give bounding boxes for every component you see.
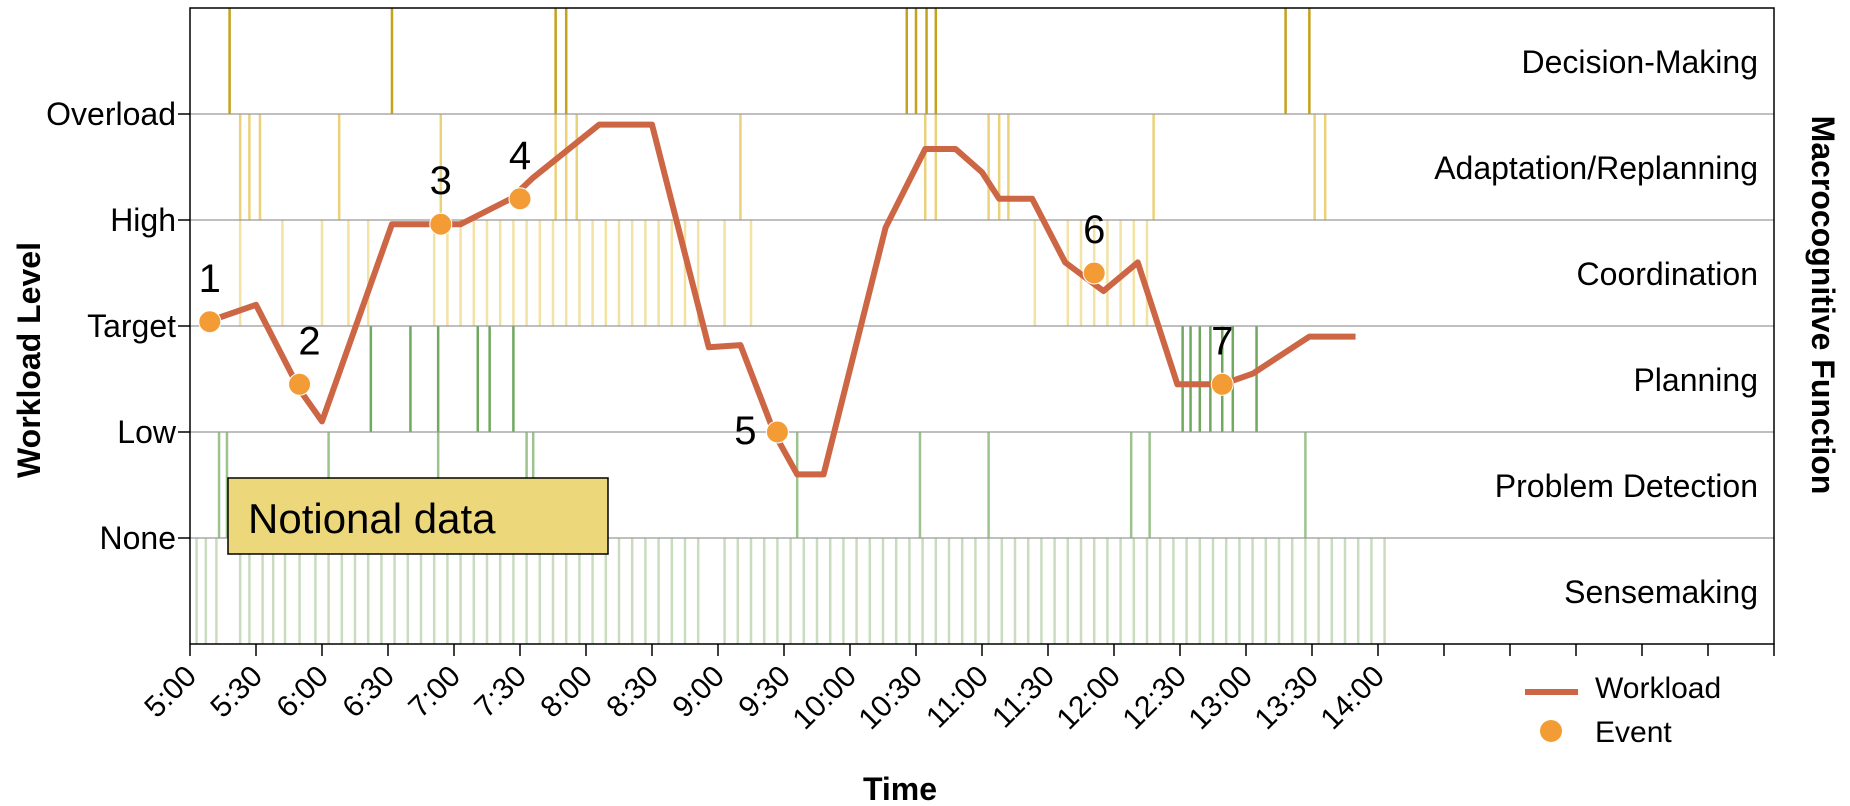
legend-workload-label: Workload bbox=[1595, 672, 1721, 705]
event-point bbox=[508, 187, 532, 211]
event-label: 4 bbox=[509, 134, 531, 178]
event-point bbox=[288, 372, 312, 396]
x-tick-label: 8:00 bbox=[534, 660, 599, 725]
event-label: 3 bbox=[430, 159, 452, 203]
event-point bbox=[198, 310, 222, 334]
y-tick-label: High bbox=[110, 202, 176, 238]
event-label: 2 bbox=[298, 319, 320, 363]
x-tick-label: 13:00 bbox=[1183, 660, 1259, 736]
y-axis: None Low Target High Overload bbox=[46, 96, 190, 556]
x-tick-label: 7:00 bbox=[402, 660, 467, 725]
event-point bbox=[1210, 372, 1234, 396]
legend: Workload Event bbox=[1525, 672, 1721, 749]
y-tick-label: Overload bbox=[46, 96, 176, 132]
legend-event-label: Event bbox=[1595, 716, 1672, 749]
function-label: Adaptation/Replanning bbox=[1434, 150, 1758, 186]
x-tick-label: 13:30 bbox=[1249, 660, 1325, 736]
annotation-text: Notional data bbox=[248, 495, 496, 542]
event-point bbox=[765, 420, 789, 444]
workload-series-line bbox=[206, 121, 1356, 478]
x-tick-label: 14:00 bbox=[1315, 660, 1391, 736]
notional-data-box: Notional data bbox=[227, 477, 609, 555]
function-label: Sensemaking bbox=[1564, 574, 1758, 610]
x-tick-label: 12:00 bbox=[1051, 660, 1127, 736]
y-tick-label: Target bbox=[87, 308, 176, 344]
annotation-box bbox=[227, 477, 609, 555]
x-tick-label: 9:00 bbox=[666, 660, 731, 725]
event-point bbox=[429, 212, 453, 236]
event-label: 1 bbox=[199, 257, 221, 301]
x-tick-label: 6:30 bbox=[336, 660, 401, 725]
y-axis-title: Workload Level bbox=[11, 242, 47, 478]
x-tick-label: 11:00 bbox=[920, 660, 995, 735]
function-label: Decision-Making bbox=[1521, 44, 1758, 80]
event-point bbox=[1082, 261, 1106, 285]
x-tick-label: 5:00 bbox=[138, 660, 203, 725]
x-tick-label: 12:30 bbox=[1117, 660, 1193, 736]
x-tick-label: 6:00 bbox=[270, 660, 335, 725]
function-label: Coordination bbox=[1577, 256, 1758, 292]
x-tick-label: 10:00 bbox=[787, 660, 863, 736]
x-tick-label: 5:30 bbox=[204, 660, 269, 725]
x-tick-label: 11:30 bbox=[986, 660, 1061, 735]
y-tick-label: Low bbox=[117, 414, 177, 450]
function-label: Planning bbox=[1633, 362, 1758, 398]
plot-frame bbox=[189, 7, 1775, 645]
event-label: 5 bbox=[734, 409, 756, 453]
event-label: 6 bbox=[1083, 208, 1105, 252]
legend-event-swatch bbox=[1540, 720, 1562, 742]
x-tick-label: 7:30 bbox=[468, 660, 533, 725]
x-tick-label: 10:30 bbox=[853, 660, 929, 736]
events-layer: 1 2 3 4 5 6 7 bbox=[198, 134, 1234, 453]
y-tick-label: None bbox=[100, 520, 177, 556]
x-axis-title: Time bbox=[863, 771, 937, 806]
function-label: Problem Detection bbox=[1495, 468, 1758, 504]
function-labels: Sensemaking Problem Detection Planning Coor… bbox=[1434, 44, 1758, 610]
event-label: 7 bbox=[1211, 319, 1233, 363]
workload-line-layer bbox=[206, 121, 1356, 478]
y2-axis-title: Macrocognitive Function bbox=[1805, 116, 1841, 495]
x-tick-label: 8:30 bbox=[600, 660, 665, 725]
